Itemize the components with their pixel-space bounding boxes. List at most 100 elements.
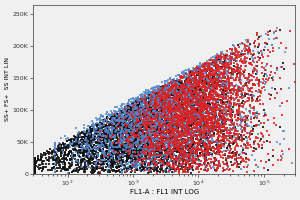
- Point: [139, 147, 144, 150]
- Point: [56, 167, 60, 170]
- Point: [173, 114, 178, 117]
- Point: [123, 132, 128, 135]
- Point: [168, 143, 172, 146]
- Point: [206, 138, 211, 141]
- Point: [141, 140, 146, 143]
- Point: [183, 115, 188, 118]
- Point: [94, 123, 99, 126]
- Point: [239, 95, 244, 98]
- Point: [179, 164, 184, 167]
- Point: [188, 117, 193, 120]
- Point: [202, 91, 207, 94]
- Point: [156, 105, 161, 108]
- Point: [134, 144, 138, 147]
- Point: [200, 114, 204, 117]
- Point: [85, 143, 90, 146]
- Point: [183, 129, 188, 132]
- Point: [189, 115, 194, 118]
- Point: [185, 109, 190, 112]
- Point: [184, 89, 188, 92]
- Point: [98, 132, 102, 135]
- Point: [175, 147, 180, 150]
- Point: [174, 96, 178, 100]
- Point: [113, 110, 118, 113]
- Point: [200, 117, 205, 120]
- Point: [221, 64, 226, 67]
- Point: [127, 111, 131, 115]
- Point: [88, 127, 92, 130]
- Point: [104, 147, 109, 150]
- Point: [202, 101, 206, 104]
- Point: [85, 129, 90, 133]
- Point: [112, 126, 117, 130]
- Point: [207, 112, 212, 115]
- Point: [119, 139, 124, 143]
- Point: [122, 114, 127, 117]
- Point: [216, 84, 221, 87]
- Point: [124, 118, 128, 121]
- Point: [146, 130, 151, 133]
- Point: [180, 109, 185, 112]
- Point: [180, 152, 185, 155]
- Point: [172, 145, 177, 148]
- Point: [128, 167, 133, 170]
- Point: [165, 121, 170, 124]
- Point: [155, 114, 160, 117]
- Point: [222, 163, 227, 166]
- Point: [187, 71, 191, 74]
- Point: [173, 104, 178, 107]
- Point: [143, 149, 148, 152]
- Point: [175, 134, 179, 137]
- Point: [130, 111, 135, 114]
- Point: [111, 141, 116, 145]
- Point: [136, 137, 141, 140]
- Point: [235, 165, 240, 168]
- Point: [212, 98, 217, 101]
- Point: [190, 82, 195, 86]
- Point: [229, 51, 233, 54]
- Point: [206, 85, 211, 88]
- Point: [129, 110, 134, 113]
- Point: [187, 130, 191, 133]
- Point: [197, 153, 202, 156]
- Point: [184, 161, 188, 164]
- Point: [213, 65, 218, 68]
- Point: [100, 130, 105, 133]
- Point: [145, 115, 149, 118]
- Point: [219, 65, 224, 68]
- Point: [169, 89, 174, 93]
- Point: [121, 119, 126, 122]
- Point: [137, 121, 142, 124]
- Point: [118, 135, 123, 138]
- Point: [126, 105, 130, 108]
- Point: [194, 124, 198, 127]
- Point: [133, 139, 138, 143]
- Point: [100, 137, 105, 141]
- Point: [210, 89, 215, 92]
- Point: [128, 165, 133, 168]
- Point: [135, 156, 140, 159]
- Point: [152, 100, 157, 104]
- Point: [163, 93, 168, 96]
- Point: [195, 92, 200, 95]
- Point: [271, 30, 276, 33]
- Point: [214, 85, 218, 88]
- Point: [127, 143, 131, 147]
- Point: [137, 153, 142, 156]
- Point: [173, 82, 178, 85]
- Point: [245, 81, 250, 84]
- Point: [117, 129, 122, 132]
- Point: [131, 114, 136, 117]
- Point: [117, 165, 122, 168]
- Point: [190, 71, 195, 74]
- Point: [173, 118, 178, 121]
- Point: [185, 93, 190, 97]
- Point: [213, 109, 218, 112]
- Point: [222, 120, 226, 124]
- Point: [235, 134, 240, 137]
- Point: [154, 101, 159, 104]
- Point: [170, 147, 175, 151]
- Point: [117, 134, 122, 138]
- Point: [96, 123, 101, 126]
- Point: [147, 111, 152, 114]
